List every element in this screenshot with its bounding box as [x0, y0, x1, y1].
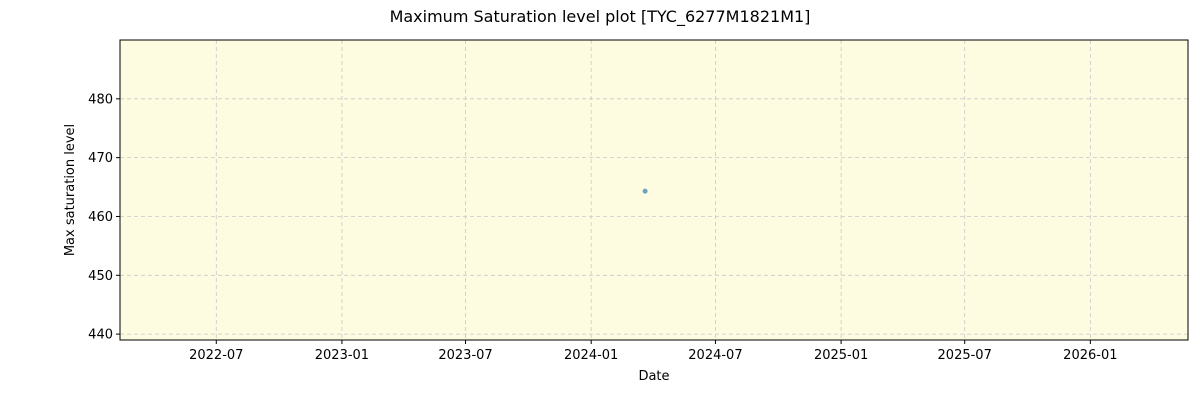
x-tick-label: 2025-07: [938, 348, 992, 363]
y-axis: 440 450 460 470 480: [88, 92, 120, 343]
x-axis-label: Date: [638, 369, 669, 384]
x-tick-label: 2023-01: [315, 348, 369, 363]
y-tick-label: 470: [88, 151, 113, 166]
x-tick-label: 2024-07: [688, 348, 742, 363]
x-tick-label: 2024-01: [564, 348, 618, 363]
y-tick-label: 450: [88, 269, 113, 284]
gridlines: [120, 40, 1188, 340]
y-axis-label: Max saturation level: [63, 124, 78, 256]
y-tick-label: 440: [88, 328, 113, 343]
x-axis: 2022-07 2023-01 2023-07 2024-01 2024-07 2025-…: [189, 340, 1118, 363]
x-tick-label: 2026-01: [1063, 348, 1117, 363]
x-tick-label: 2025-01: [814, 348, 868, 363]
plot-area: [120, 40, 1188, 340]
y-tick-label: 460: [88, 210, 113, 225]
data-point: [642, 188, 648, 194]
data-points: [642, 188, 648, 194]
y-tick-label: 480: [88, 92, 113, 107]
x-tick-label: 2022-07: [189, 348, 243, 363]
plot-frame: [119, 39, 1189, 341]
chart-title: Maximum Saturation level plot [TYC_6277M…: [390, 7, 811, 27]
x-tick-label: 2023-07: [438, 348, 492, 363]
